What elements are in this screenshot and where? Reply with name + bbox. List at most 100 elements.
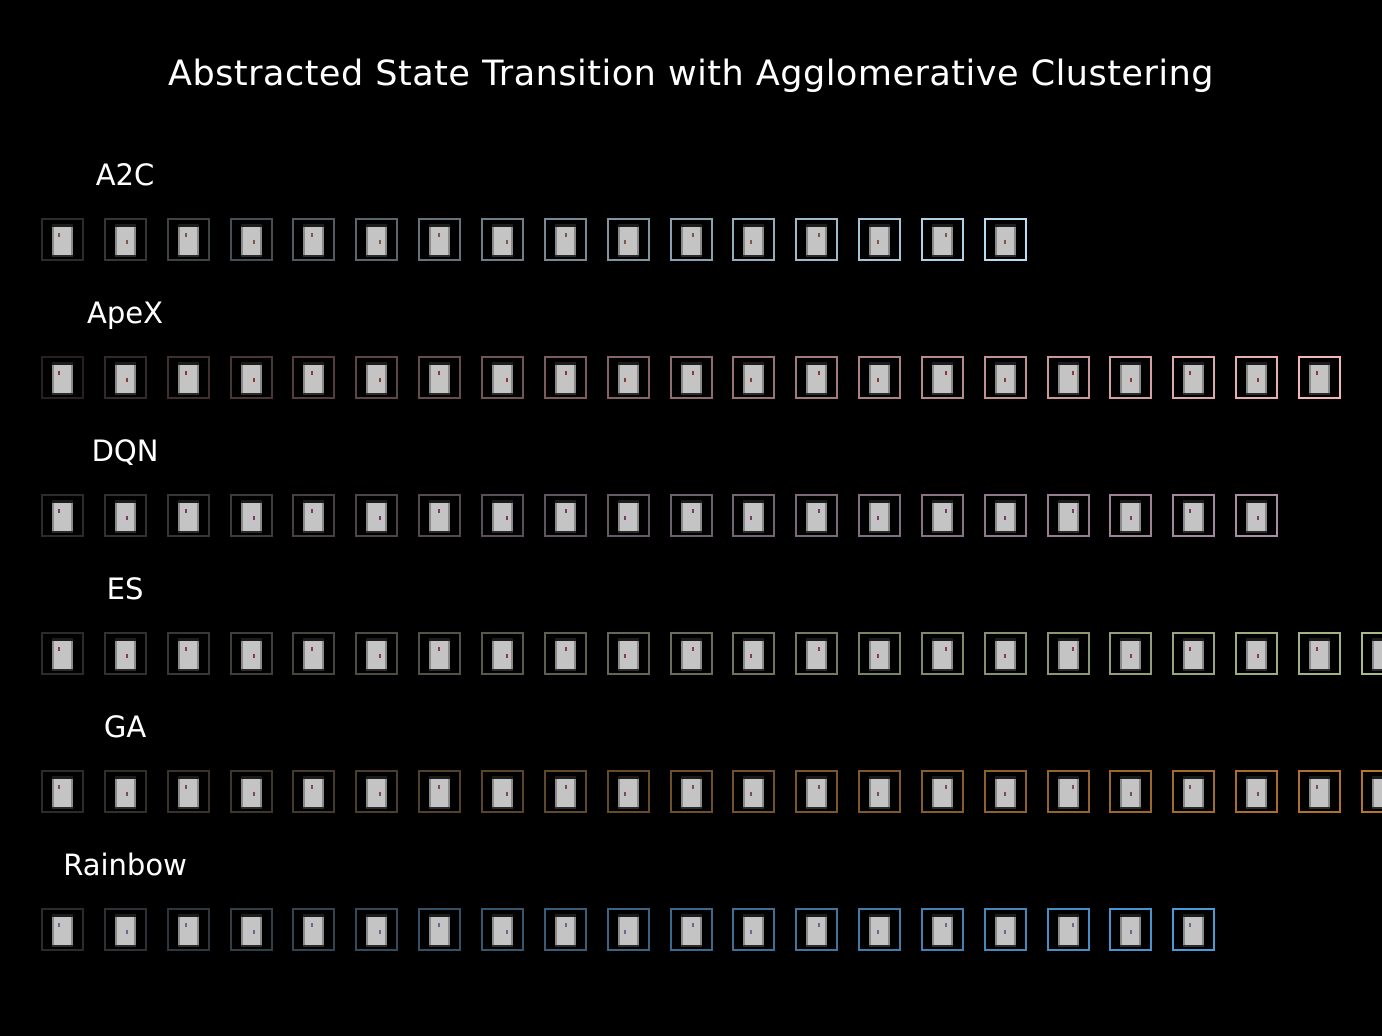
state-frame xyxy=(732,494,775,537)
frame-strip xyxy=(0,632,1382,676)
player-sprite xyxy=(311,785,313,789)
game-screen-thumbnail xyxy=(241,224,262,257)
state-frame xyxy=(732,908,775,951)
game-screen-thumbnail xyxy=(806,638,827,671)
player-sprite xyxy=(750,240,752,244)
player-sprite xyxy=(126,240,128,244)
state-frame xyxy=(355,770,398,813)
state-frame xyxy=(418,770,461,813)
state-frame xyxy=(732,770,775,813)
player-sprite xyxy=(253,378,255,382)
game-screen-thumbnail xyxy=(618,362,639,395)
state-frame xyxy=(41,494,84,537)
game-screen-thumbnail xyxy=(52,638,73,671)
state-frame xyxy=(1109,494,1152,537)
state-frame xyxy=(104,218,147,261)
player-sprite xyxy=(818,647,820,651)
game-screen-thumbnail xyxy=(178,500,199,533)
player-sprite xyxy=(58,647,60,651)
game-screen-thumbnail xyxy=(492,638,513,671)
game-screen-thumbnail xyxy=(115,914,136,947)
player-sprite xyxy=(1257,654,1259,658)
game-screen-thumbnail xyxy=(806,776,827,809)
state-frame xyxy=(670,908,713,951)
game-screen-thumbnail xyxy=(681,224,702,257)
player-sprite xyxy=(1257,516,1259,520)
game-screen-thumbnail xyxy=(869,362,890,395)
algo-row-apex: ApeX xyxy=(0,295,1382,415)
game-screen-thumbnail xyxy=(115,638,136,671)
state-frame xyxy=(41,632,84,675)
state-frame xyxy=(292,770,335,813)
state-frame xyxy=(41,218,84,261)
player-sprite xyxy=(565,509,567,513)
game-screen-thumbnail xyxy=(932,224,953,257)
game-screen-thumbnail xyxy=(1183,500,1204,533)
state-frame xyxy=(1172,356,1215,399)
player-sprite xyxy=(185,233,187,237)
game-screen-thumbnail xyxy=(241,638,262,671)
state-frame xyxy=(230,356,273,399)
game-screen-thumbnail xyxy=(1120,914,1141,947)
state-frame xyxy=(921,632,964,675)
game-screen-thumbnail xyxy=(1183,638,1204,671)
state-frame xyxy=(732,632,775,675)
game-screen-thumbnail xyxy=(429,776,450,809)
game-screen-thumbnail xyxy=(869,776,890,809)
state-frame xyxy=(1172,908,1215,951)
state-frame xyxy=(1109,632,1152,675)
frame-strip xyxy=(0,494,1382,538)
state-frame xyxy=(230,218,273,261)
state-frame xyxy=(1047,494,1090,537)
state-frame xyxy=(1235,632,1278,675)
player-sprite xyxy=(253,792,255,796)
game-screen-thumbnail xyxy=(1183,776,1204,809)
state-frame xyxy=(984,632,1027,675)
player-sprite xyxy=(1130,654,1132,658)
player-sprite xyxy=(1316,785,1318,789)
player-sprite xyxy=(253,930,255,934)
state-frame xyxy=(1047,632,1090,675)
player-sprite xyxy=(438,923,440,927)
game-screen-thumbnail xyxy=(932,638,953,671)
player-sprite xyxy=(506,240,508,244)
state-frame xyxy=(984,218,1027,261)
state-frame xyxy=(795,908,838,951)
game-screen-thumbnail xyxy=(303,638,324,671)
game-screen-thumbnail xyxy=(1246,500,1267,533)
state-frame xyxy=(1109,356,1152,399)
frame-strip xyxy=(0,218,1382,262)
player-sprite xyxy=(1004,654,1006,658)
game-screen-thumbnail xyxy=(1058,500,1079,533)
game-screen-thumbnail xyxy=(618,638,639,671)
game-screen-thumbnail xyxy=(52,914,73,947)
state-frame xyxy=(292,908,335,951)
game-screen-thumbnail xyxy=(806,362,827,395)
state-frame xyxy=(670,770,713,813)
player-sprite xyxy=(311,233,313,237)
state-frame xyxy=(1361,632,1382,675)
game-screen-thumbnail xyxy=(178,224,199,257)
state-frame xyxy=(670,218,713,261)
player-sprite xyxy=(565,785,567,789)
state-frame xyxy=(795,356,838,399)
state-frame xyxy=(418,632,461,675)
player-sprite xyxy=(1072,371,1074,375)
player-sprite xyxy=(379,378,381,382)
state-frame xyxy=(230,770,273,813)
state-frame xyxy=(984,494,1027,537)
game-screen-thumbnail xyxy=(115,776,136,809)
game-screen-thumbnail xyxy=(366,914,387,947)
state-frame xyxy=(355,356,398,399)
game-screen-thumbnail xyxy=(303,362,324,395)
player-sprite xyxy=(311,371,313,375)
player-sprite xyxy=(58,233,60,237)
game-screen-thumbnail xyxy=(1372,638,1382,671)
state-frame xyxy=(858,770,901,813)
game-screen-thumbnail xyxy=(869,224,890,257)
game-screen-thumbnail xyxy=(555,914,576,947)
player-sprite xyxy=(126,378,128,382)
player-sprite xyxy=(945,785,947,789)
player-sprite xyxy=(253,240,255,244)
player-sprite xyxy=(379,930,381,934)
